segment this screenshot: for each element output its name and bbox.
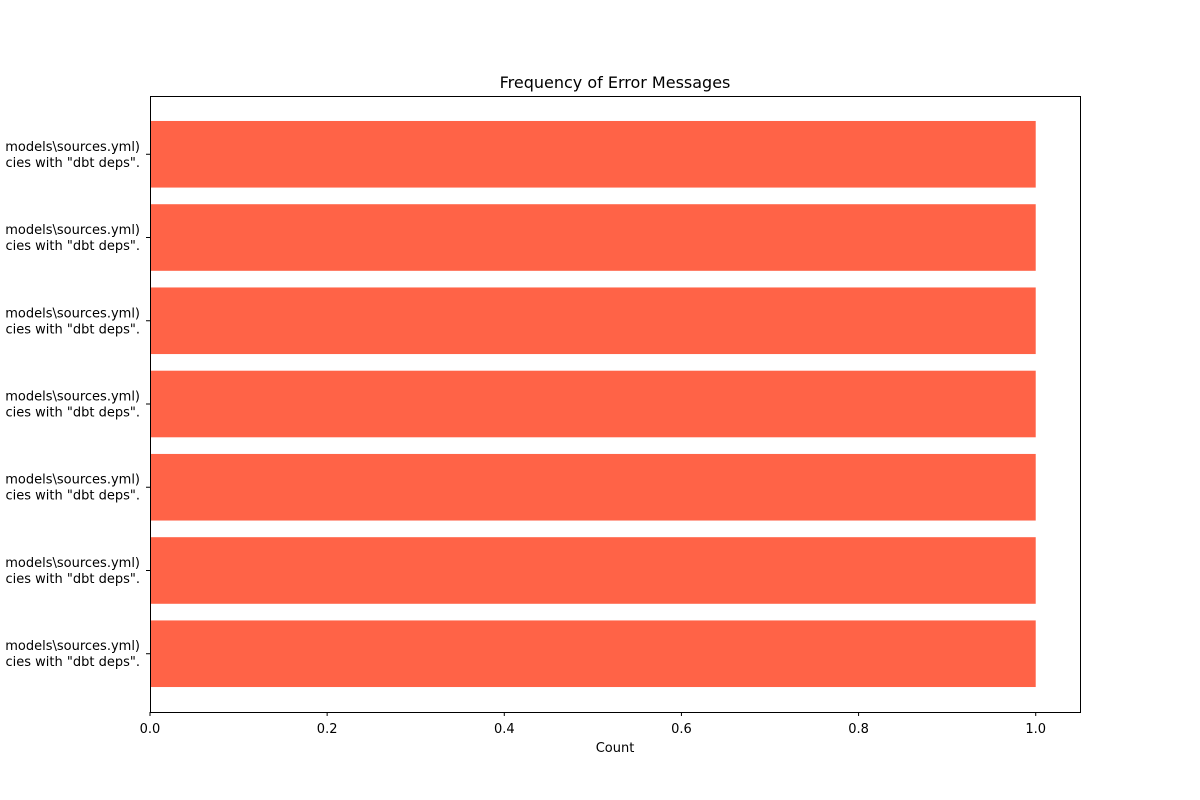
x-axis: 0.0 0.2 0.4 0.6 0.8 1.0 — [140, 712, 1046, 737]
y-tick-label-4: models\sources.yml) cies with "dbt deps". — [5, 306, 140, 337]
y-tick-label-6: models\sources.yml) cies with "dbt deps". — [5, 140, 140, 171]
y-tick-label-line: cies with "dbt deps". — [6, 156, 140, 171]
y-tick-label-line: cies with "dbt deps". — [6, 239, 140, 254]
y-tick-label-2: models\sources.yml) cies with "dbt deps". — [5, 473, 140, 504]
x-tick-label-2: 0.4 — [494, 722, 515, 737]
y-tick-label-line: cies with "dbt deps". — [6, 489, 140, 504]
y-tick-label-line: models\sources.yml) — [5, 223, 140, 238]
y-tick-label-line: models\sources.yml) — [5, 140, 140, 155]
plot-frame — [150, 96, 1081, 713]
y-tick-label-line: models\sources.yml) — [5, 306, 140, 321]
y-tick-label-line: cies with "dbt deps". — [6, 406, 140, 421]
x-tick-label-0: 0.0 — [140, 722, 161, 737]
bar-4 — [150, 287, 1036, 355]
x-tick-label-4: 0.8 — [848, 722, 869, 737]
y-tick-label-line: models\sources.yml) — [5, 556, 140, 571]
y-tick-label-line: cies with "dbt deps". — [6, 655, 140, 670]
y-tick-label-3: models\sources.yml) cies with "dbt deps". — [5, 390, 140, 421]
bar-2 — [150, 453, 1036, 521]
x-tick-label-5: 1.0 — [1025, 722, 1046, 737]
y-tick-label-line: models\sources.yml) — [5, 473, 140, 488]
y-tick-label-1: models\sources.yml) cies with "dbt deps". — [5, 556, 140, 587]
y-tick-label-line: models\sources.yml) — [5, 390, 140, 405]
x-axis-label: Count — [596, 741, 635, 756]
bar-5 — [150, 204, 1036, 271]
y-axis: models\sources.yml) cies with "dbt deps".… — [5, 140, 150, 670]
bar-3 — [150, 370, 1036, 438]
y-tick-label-line: cies with "dbt deps". — [6, 322, 140, 337]
bar-0 — [150, 620, 1036, 688]
y-tick-label-line: models\sources.yml) — [5, 639, 140, 654]
x-tick-label-3: 0.6 — [671, 722, 692, 737]
y-tick-label-line: cies with "dbt deps". — [6, 572, 140, 587]
bar-6 — [150, 120, 1036, 188]
bars-group — [150, 120, 1036, 688]
chart-title: Frequency of Error Messages — [500, 73, 731, 92]
x-tick-label-1: 0.2 — [317, 722, 338, 737]
bar-1 — [150, 537, 1036, 604]
y-tick-label-0: models\sources.yml) cies with "dbt deps". — [5, 639, 140, 670]
y-tick-label-5: models\sources.yml) cies with "dbt deps". — [5, 223, 140, 254]
